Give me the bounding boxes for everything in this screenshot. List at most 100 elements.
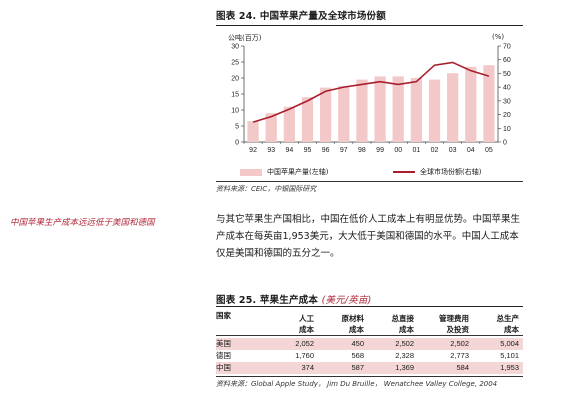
figure-24-source: 资料来源：CEIC，中银国际研究 bbox=[216, 185, 317, 193]
right-tick-label: 10 bbox=[503, 126, 511, 133]
production-bar bbox=[356, 79, 368, 142]
cost-table-wrap: 国家 人工 成本 原材料 成本 总直接 成本 管理费用 及投资 总生产 成本 美… bbox=[216, 310, 523, 374]
left-tick-label: 10 bbox=[231, 108, 239, 115]
x-tick-label: 03 bbox=[449, 147, 457, 154]
production-bar bbox=[465, 66, 477, 142]
header-country: 国家 bbox=[216, 311, 231, 320]
cell-value: 568 bbox=[351, 351, 364, 360]
x-tick-label: 95 bbox=[304, 147, 312, 154]
production-bar bbox=[247, 121, 259, 142]
legend-share: 全球市场份额(右轴) bbox=[393, 167, 481, 177]
production-bar bbox=[483, 65, 495, 142]
cell-country: 德国 bbox=[216, 351, 231, 360]
header-total-text: 总生产 成本 bbox=[496, 313, 520, 334]
cell-value: 450 bbox=[318, 337, 368, 350]
right-tick-label: 60 bbox=[503, 57, 511, 64]
table-row: 中国 374 587 1,369 584 1,953 bbox=[216, 361, 523, 374]
header-labor-text: 人工 成本 bbox=[299, 313, 314, 334]
x-tick-label: 93 bbox=[267, 147, 275, 154]
header-material: 原材料 成本 bbox=[318, 310, 368, 335]
right-tick-label: 30 bbox=[503, 98, 511, 105]
cell-value: 374 bbox=[268, 361, 318, 374]
x-tick-label: 05 bbox=[485, 147, 493, 154]
x-tick-label: 94 bbox=[285, 147, 293, 154]
cell-value: 1,953 bbox=[473, 361, 523, 374]
header-divider bbox=[216, 334, 523, 338]
cell-value: 2,773 bbox=[450, 351, 469, 360]
cell-value: 1,760 bbox=[295, 351, 314, 360]
header-direct: 总直接 成本 bbox=[368, 310, 418, 335]
production-bar bbox=[428, 79, 441, 142]
table-row: 美国 2,052 450 2,502 2,502 5,004 bbox=[216, 337, 523, 350]
figure-25-title-text: 图表 25. 苹果生产成本 bbox=[216, 295, 319, 306]
legend-production: 中国苹果产量(左轴) bbox=[240, 167, 328, 177]
header-overhead-text: 管理费用 及投资 bbox=[439, 313, 469, 334]
figure-24-top-rule bbox=[216, 25, 523, 26]
x-tick-label: 92 bbox=[249, 147, 257, 154]
legend-production-label: 中国苹果产量(左轴) bbox=[267, 168, 329, 176]
production-bar bbox=[392, 76, 404, 142]
figure-25-top-rule bbox=[216, 306, 523, 307]
x-tick-label: 00 bbox=[394, 147, 402, 154]
right-tick-label: 50 bbox=[503, 71, 511, 78]
figure-25-unit: (美元/英亩) bbox=[321, 295, 372, 306]
legend-share-label: 全球市场份额(右轴) bbox=[420, 168, 482, 176]
figure-24-title: 图表 24. 中国苹果产量及全球市场份额 bbox=[216, 11, 386, 22]
legend-bar-swatch bbox=[240, 168, 262, 176]
right-tick-label: 20 bbox=[503, 112, 511, 119]
header-labor: 人工 成本 bbox=[268, 310, 318, 335]
production-bar bbox=[338, 86, 350, 142]
right-tick-label: 70 bbox=[503, 44, 511, 51]
header-direct-text: 总直接 成本 bbox=[391, 313, 415, 334]
production-bar bbox=[301, 97, 314, 142]
left-tick-label: 15 bbox=[231, 92, 239, 99]
x-tick-label: 04 bbox=[467, 147, 475, 154]
body-paragraph: 与其它苹果生产国相比，中国在低价人工成本上有明显优势。中国苹果生产成本在每英亩1… bbox=[216, 214, 521, 259]
header-overhead: 管理费用 及投资 bbox=[418, 310, 473, 335]
cell-value: 5,101 bbox=[500, 351, 519, 360]
figure-24-bottom-rule bbox=[216, 181, 523, 182]
production-bar bbox=[320, 87, 332, 142]
left-tick-label: 20 bbox=[231, 76, 239, 83]
cell-value: 2,502 bbox=[418, 337, 473, 350]
cell-value: 2,052 bbox=[268, 337, 318, 350]
left-tick-label: 25 bbox=[231, 60, 239, 67]
production-bar bbox=[283, 106, 295, 142]
x-tick-label: 02 bbox=[431, 147, 439, 154]
production-bar bbox=[265, 113, 277, 142]
table-row: 德国 1,760 568 2,328 2,773 5,101 bbox=[216, 350, 523, 362]
right-tick-label: 40 bbox=[503, 85, 511, 92]
x-tick-label: 98 bbox=[358, 147, 366, 154]
production-bar bbox=[447, 73, 459, 142]
left-tick-label: 5 bbox=[235, 124, 239, 131]
cell-country: 美国 bbox=[216, 337, 268, 350]
x-tick-label: 99 bbox=[376, 147, 384, 154]
right-tick-label: 0 bbox=[503, 140, 507, 147]
cell-value: 587 bbox=[318, 361, 368, 374]
production-bar bbox=[410, 78, 422, 142]
left-tick-label: 30 bbox=[231, 44, 239, 51]
legend-line-swatch bbox=[393, 171, 415, 173]
cell-country: 中国 bbox=[216, 361, 268, 374]
side-note: 中国苹果生产成本远远低于美国和德国 bbox=[10, 218, 155, 228]
figure-25-source: 资料来源：Global Apple Study， Jim Du Bruille，… bbox=[216, 380, 498, 388]
left-tick-label: 0 bbox=[235, 140, 239, 147]
cell-value: 2,328 bbox=[395, 351, 414, 360]
cell-value: 1,369 bbox=[368, 361, 418, 374]
header-material-text: 原材料 成本 bbox=[341, 313, 365, 334]
production-bar bbox=[374, 76, 386, 142]
cell-value: 584 bbox=[418, 361, 473, 374]
figure-25-title: 图表 25. 苹果生产成本 (美元/英亩) bbox=[216, 292, 372, 306]
cost-table-header: 国家 人工 成本 原材料 成本 总直接 成本 管理费用 及投资 总生产 成本 bbox=[216, 310, 523, 335]
cell-value: 5,004 bbox=[473, 337, 523, 350]
x-tick-label: 01 bbox=[412, 147, 420, 154]
header-total: 总生产 成本 bbox=[473, 310, 523, 335]
market-share-line bbox=[252, 61, 490, 123]
x-tick-label: 96 bbox=[322, 147, 330, 154]
left-axis-unit: 公吨(百万) bbox=[228, 34, 262, 42]
x-tick-label: 97 bbox=[340, 147, 348, 154]
cost-table: 国家 人工 成本 原材料 成本 总直接 成本 管理费用 及投资 总生产 成本 美… bbox=[216, 310, 523, 374]
cell-value: 2,502 bbox=[368, 337, 418, 350]
figure-25-bottom-rule bbox=[216, 376, 523, 377]
